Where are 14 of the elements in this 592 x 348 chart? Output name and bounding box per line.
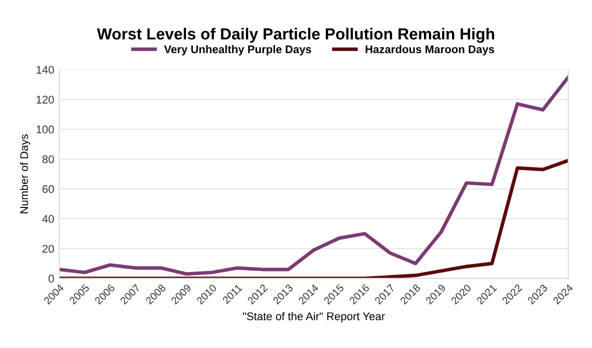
y-axis-title: Number of Days (20, 134, 30, 214)
y-tick-label: 140 (36, 66, 54, 74)
y-tick-label: 80 (42, 155, 54, 164)
y-tick-label: 0 (48, 274, 54, 283)
y-tick-label: 20 (42, 244, 54, 253)
legend-label: Very Unhealthy Purple Days (164, 45, 312, 56)
legend-label: Hazardous Maroon Days (366, 45, 494, 56)
y-tick-label: 100 (36, 126, 54, 134)
y-tick-label: 40 (42, 215, 54, 223)
x-axis-title: "State of the Air" Report Year (242, 312, 385, 322)
chart-title: Worst Levels of Daily Particle Pollution Remain High (96, 28, 494, 43)
line-series (59, 75, 568, 276)
y-tick-label: 120 (36, 96, 54, 104)
y-tick-label: 60 (42, 185, 54, 194)
